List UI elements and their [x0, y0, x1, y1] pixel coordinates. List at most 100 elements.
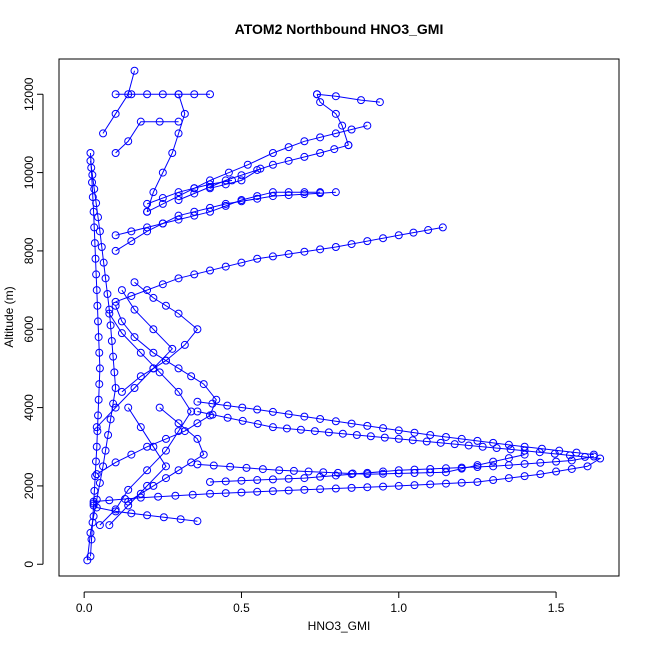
- series-line: [316, 94, 349, 146]
- data-point: [410, 481, 419, 490]
- series-line: [209, 168, 261, 189]
- series-line: [115, 121, 179, 154]
- data-point: [158, 280, 167, 289]
- data-point: [284, 410, 293, 419]
- data-point: [489, 476, 498, 485]
- data-point: [155, 403, 164, 412]
- data-point: [352, 431, 361, 439]
- data-point: [127, 509, 136, 518]
- plot-area: [83, 66, 605, 565]
- series-line: [146, 179, 233, 205]
- data-point: [394, 481, 403, 490]
- data-point: [158, 219, 167, 228]
- data-point: [180, 340, 189, 349]
- series-7: [111, 223, 447, 306]
- data-point: [268, 160, 277, 169]
- data-point: [124, 137, 133, 146]
- data-point: [174, 188, 183, 197]
- data-point: [380, 433, 389, 442]
- data-point: [155, 368, 164, 377]
- data-point: [224, 168, 233, 177]
- data-point: [284, 143, 293, 152]
- data-point: [243, 160, 252, 169]
- data-point: [347, 483, 356, 492]
- data-point: [130, 66, 139, 75]
- data-point: [99, 129, 108, 138]
- data-point: [111, 384, 120, 392]
- data-point: [441, 432, 450, 441]
- data-point: [331, 243, 340, 251]
- data-point: [504, 474, 513, 483]
- data-point: [117, 329, 126, 338]
- series-9: [111, 188, 325, 240]
- data-point: [489, 457, 498, 466]
- y-tick-label: 0: [22, 561, 36, 568]
- data-point: [161, 446, 170, 455]
- data-point: [331, 109, 340, 118]
- data-point: [174, 90, 183, 99]
- data-point: [143, 511, 152, 520]
- series-line: [115, 191, 321, 236]
- data-point: [221, 477, 230, 486]
- data-point: [174, 387, 183, 396]
- data-point: [347, 125, 356, 134]
- data-point: [221, 199, 230, 208]
- data-point: [394, 231, 403, 240]
- data-point: [193, 325, 202, 334]
- data-point: [158, 199, 167, 208]
- data-point: [284, 156, 293, 165]
- data-point: [88, 170, 97, 179]
- data-point: [537, 444, 546, 453]
- data-point: [92, 495, 101, 504]
- data-point: [136, 348, 145, 357]
- data-point: [158, 168, 167, 177]
- data-point: [473, 436, 482, 445]
- data-point: [127, 90, 136, 99]
- data-point: [91, 254, 100, 263]
- data-point: [268, 475, 277, 484]
- data-point: [357, 96, 366, 105]
- x-axis-title: HNO3_GMI: [308, 619, 371, 633]
- data-point: [168, 344, 177, 353]
- data-point: [99, 462, 108, 471]
- data-point: [409, 228, 418, 237]
- data-point: [209, 461, 218, 470]
- data-point: [268, 188, 277, 197]
- data-point: [136, 489, 145, 498]
- data-point: [379, 234, 388, 243]
- data-point: [375, 98, 384, 107]
- data-point: [143, 442, 152, 451]
- data-point: [441, 468, 450, 477]
- data-point: [333, 468, 342, 477]
- data-point: [379, 424, 388, 433]
- data-point: [424, 226, 433, 235]
- data-point: [158, 194, 167, 203]
- data-point: [143, 207, 152, 216]
- data-point: [268, 149, 277, 157]
- data-point: [408, 436, 417, 445]
- data-point: [237, 258, 246, 267]
- data-point: [92, 442, 101, 451]
- data-point: [520, 450, 529, 459]
- data-point: [300, 137, 309, 146]
- series-4: [193, 450, 529, 479]
- data-point: [344, 141, 353, 150]
- data-point: [90, 185, 99, 194]
- data-point: [106, 321, 115, 330]
- data-point: [410, 468, 419, 477]
- data-point: [347, 240, 356, 249]
- data-point: [104, 431, 113, 439]
- data-point: [284, 486, 293, 495]
- series-line: [115, 191, 336, 252]
- series-24: [124, 403, 208, 506]
- series-line: [93, 411, 602, 503]
- data-point: [130, 384, 139, 392]
- data-point: [193, 434, 202, 443]
- data-point: [92, 270, 101, 279]
- data-point: [149, 442, 158, 451]
- data-point: [90, 239, 99, 248]
- data-point: [161, 434, 170, 443]
- data-point: [253, 420, 262, 429]
- data-point: [363, 237, 372, 246]
- data-point: [253, 192, 262, 201]
